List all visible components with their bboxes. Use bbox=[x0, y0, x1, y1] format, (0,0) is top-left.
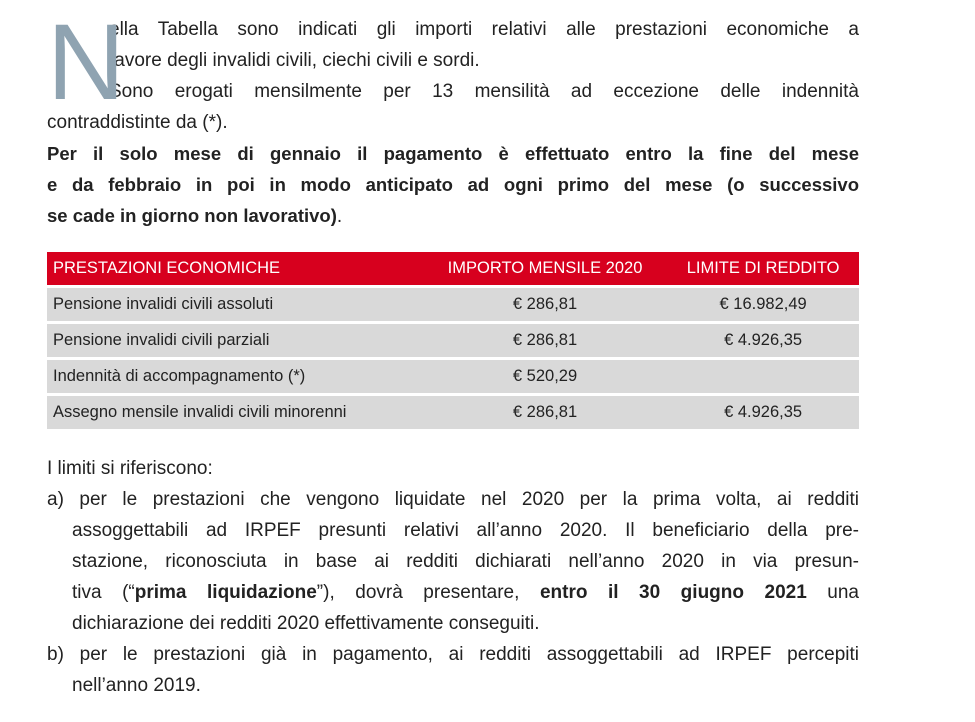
cell-prestazione: Assegno mensile invalidi civili minorenn… bbox=[47, 396, 423, 429]
note-a-line-mixed: tiva (“prima liquidazione”), dovrà prese… bbox=[72, 577, 859, 608]
note-a-line: stazione, riconosciuta in base ai reddit… bbox=[72, 551, 859, 572]
bold-line: Per il solo mese di gennaio il pagamento… bbox=[47, 143, 859, 164]
bold-text: se cade in giorno non lavorativo) bbox=[47, 205, 337, 226]
table-header-row: PRESTAZIONI ECONOMICHE IMPORTO MENSILE 2… bbox=[47, 252, 859, 285]
cell-prestazione: Pensione invalidi civili assoluti bbox=[47, 288, 423, 321]
drop-cap: N bbox=[47, 20, 125, 104]
cell-importo: € 286,81 bbox=[422, 396, 668, 429]
table-row: Indennità di accompagnamento (*) € 520,2… bbox=[47, 360, 859, 393]
bold-line: e da febbraio in poi in modo anticipato … bbox=[47, 174, 859, 195]
notes-title: I limiti si riferiscono: bbox=[47, 458, 213, 479]
cell-importo: € 286,81 bbox=[422, 288, 668, 321]
table-row: Pensione invalidi civili assoluti € 286,… bbox=[47, 288, 859, 321]
note-a-line: assoggettabili ad IRPEF presunti relativ… bbox=[72, 520, 859, 541]
cell-importo: € 520,29 bbox=[422, 360, 668, 393]
note-a-line: a) per le prestazioni che vengono liquid… bbox=[47, 489, 859, 510]
header-limite: LIMITE DI REDDITO bbox=[667, 252, 859, 285]
text-segment: una bbox=[806, 582, 859, 603]
cell-importo: € 286,81 bbox=[422, 324, 668, 357]
header-prestazioni: PRESTAZIONI ECONOMICHE bbox=[47, 252, 423, 285]
bold-line-last: se cade in giorno non lavorativo). bbox=[47, 200, 859, 231]
note-b-line: b) per le prestazioni già in pagamento, … bbox=[47, 644, 859, 665]
intro-paragraph: N ella Tabella sono indicati gli importi… bbox=[47, 14, 859, 231]
limits-notes: I limiti si riferiscono: a) per le prest… bbox=[47, 453, 859, 701]
cell-limite: € 4.926,35 bbox=[667, 324, 859, 357]
table-row: Assegno mensile invalidi civili minorenn… bbox=[47, 396, 859, 429]
cell-limite: € 16.982,49 bbox=[667, 288, 859, 321]
bold-segment: prima liquidazione bbox=[134, 582, 317, 603]
table-row: Pensione invalidi civili parziali € 286,… bbox=[47, 324, 859, 357]
text-line: Sono erogati mensilmente per 13 mensilit… bbox=[109, 81, 859, 102]
text-line: contraddistinte da (*). bbox=[47, 112, 228, 133]
period: . bbox=[336, 206, 343, 227]
text-line: favore degli invalidi civili, ciechi civ… bbox=[109, 50, 480, 71]
note-a-line: dichiarazione dei redditi 2020 effettiva… bbox=[72, 613, 540, 634]
cell-prestazione: Pensione invalidi civili parziali bbox=[47, 324, 423, 357]
bold-segment: entro il 30 giugno 2021 bbox=[539, 582, 807, 603]
cell-limite bbox=[667, 360, 859, 393]
benefits-table: PRESTAZIONI ECONOMICHE IMPORTO MENSILE 2… bbox=[47, 249, 859, 432]
header-importo: IMPORTO MENSILE 2020 bbox=[422, 252, 668, 285]
cell-prestazione: Indennità di accompagnamento (*) bbox=[47, 360, 423, 393]
cell-limite: € 4.926,35 bbox=[667, 396, 859, 429]
text-segment: tiva (“ bbox=[72, 582, 135, 603]
text-segment: ”), dovrà presentare, bbox=[316, 582, 540, 603]
note-b-line: nell’anno 2019. bbox=[72, 675, 201, 696]
text-line: ella Tabella sono indicati gli importi r… bbox=[109, 19, 859, 40]
